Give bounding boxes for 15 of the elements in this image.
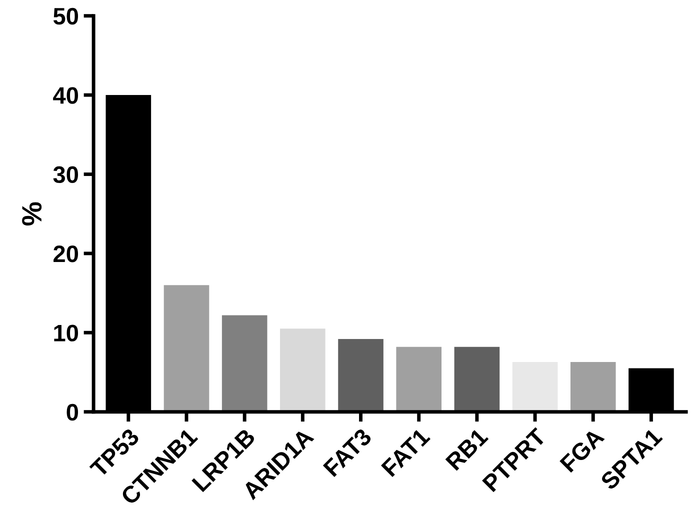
bar	[570, 362, 616, 412]
bar	[454, 346, 500, 412]
bar	[396, 346, 442, 412]
y-tick-label: 10	[54, 324, 78, 342]
y-tick-label: 20	[54, 246, 78, 262]
bar	[280, 328, 326, 412]
y-tick-label: 50	[53, 8, 78, 25]
bar	[512, 362, 558, 412]
bar	[338, 338, 384, 412]
y-tick-label: 0	[66, 404, 78, 421]
y-axis-title: %	[22, 202, 42, 226]
y-tick-label: 40	[53, 87, 78, 104]
bar	[164, 285, 210, 412]
bar	[222, 315, 268, 412]
y-tick-label: 30	[53, 166, 78, 184]
